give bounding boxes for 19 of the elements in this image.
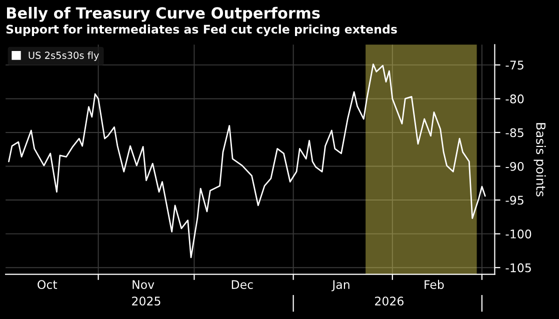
chart-title: Belly of Treasury Curve Outperforms: [6, 6, 320, 22]
x-tick-label: Feb: [424, 280, 444, 290]
x2-tick-label: 2025: [132, 296, 160, 306]
legend-label: US 2s5s30s fly: [28, 51, 99, 61]
y-tick-label: -80: [506, 94, 524, 104]
line-series: [8, 64, 486, 258]
chart-subtitle: Support for intermediates as Fed cut cycle pricing extends: [6, 24, 397, 36]
y-tick-label: -85: [506, 128, 524, 138]
x-tick-label: Jan: [332, 280, 350, 292]
x-tick-label: Dec: [232, 280, 253, 290]
x-tick-label: Oct: [38, 280, 58, 290]
x-tick-label: Nov: [132, 280, 154, 290]
y-tick-label: -105: [506, 263, 531, 272]
y-axis-title: Basis points: [534, 123, 546, 196]
x2-tick-label: 2026: [375, 296, 404, 306]
y-tick-label: -90: [506, 162, 524, 171]
y-tick-label: -95: [506, 196, 524, 205]
y-tick-label: -75: [506, 60, 524, 70]
y-tick-label: -100: [506, 230, 532, 238]
